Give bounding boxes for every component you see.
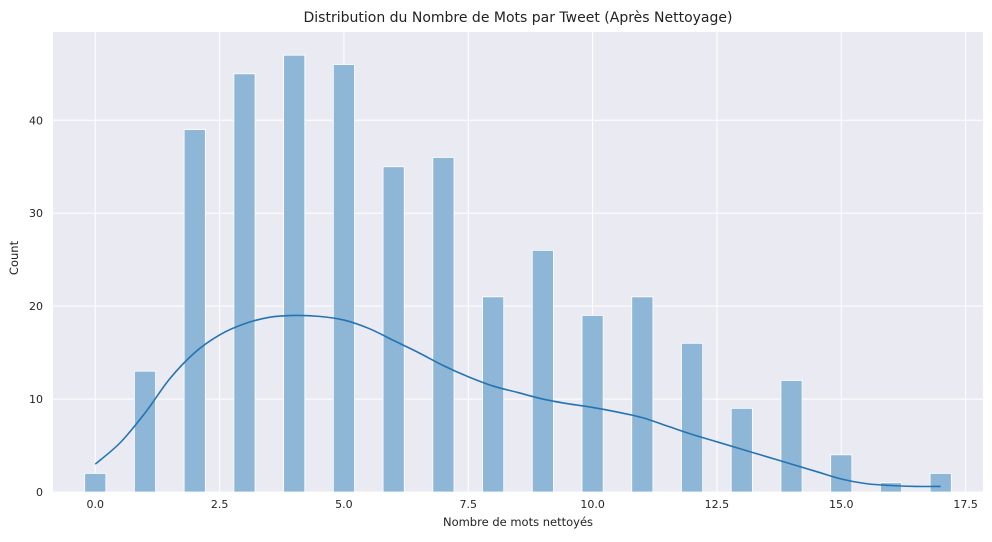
x-tick-label: 7.5	[460, 498, 478, 511]
histogram-bar	[84, 473, 107, 493]
plot-background	[53, 32, 983, 492]
bars	[84, 54, 952, 493]
histogram-bar	[134, 370, 156, 493]
histogram-bar	[631, 296, 654, 493]
histogram-bar	[730, 407, 753, 493]
y-tick-label: 0	[36, 486, 43, 499]
histogram-bar	[332, 64, 355, 493]
x-tick-label: 10.0	[580, 498, 605, 511]
x-axis-label: Nombre de mots nettoyés	[443, 515, 593, 529]
kde-curve	[94, 314, 941, 488]
x-tick-label: 17.5	[953, 498, 978, 511]
histogram-bar	[233, 73, 256, 493]
x-tick-label: 15.0	[829, 498, 854, 511]
y-tick-label: 40	[29, 114, 43, 127]
x-tick-label: 12.5	[705, 498, 730, 511]
y-tick-label: 30	[29, 207, 43, 220]
histogram-bar	[830, 454, 853, 493]
y-axis-label: Count	[7, 240, 21, 275]
x-tick-label: 2.5	[211, 498, 229, 511]
y-axis-ticks: 0 10 20 30 40	[29, 114, 43, 499]
x-axis-ticks: 0.0 2.5 5.0 7.5 10.0 12.5 15.0 17.5	[87, 498, 978, 511]
histogram-bar	[581, 315, 604, 493]
histogram-bar	[432, 157, 455, 493]
histogram-bar	[283, 54, 306, 493]
histogram-bar	[183, 129, 206, 493]
y-tick-label: 10	[29, 393, 43, 406]
histogram-bar	[681, 342, 704, 493]
histogram-bar	[382, 166, 405, 493]
y-tick-label: 20	[29, 300, 43, 313]
histogram-bar	[531, 249, 554, 493]
x-tick-label: 0.0	[87, 498, 105, 511]
histogram-bar	[780, 380, 803, 493]
histogram-bar	[880, 482, 902, 493]
chart-title: Distribution du Nombre de Mots par Tweet…	[304, 10, 733, 26]
x-tick-label: 5.0	[335, 498, 353, 511]
histogram-bar	[929, 473, 952, 493]
histogram-bar	[482, 296, 505, 493]
